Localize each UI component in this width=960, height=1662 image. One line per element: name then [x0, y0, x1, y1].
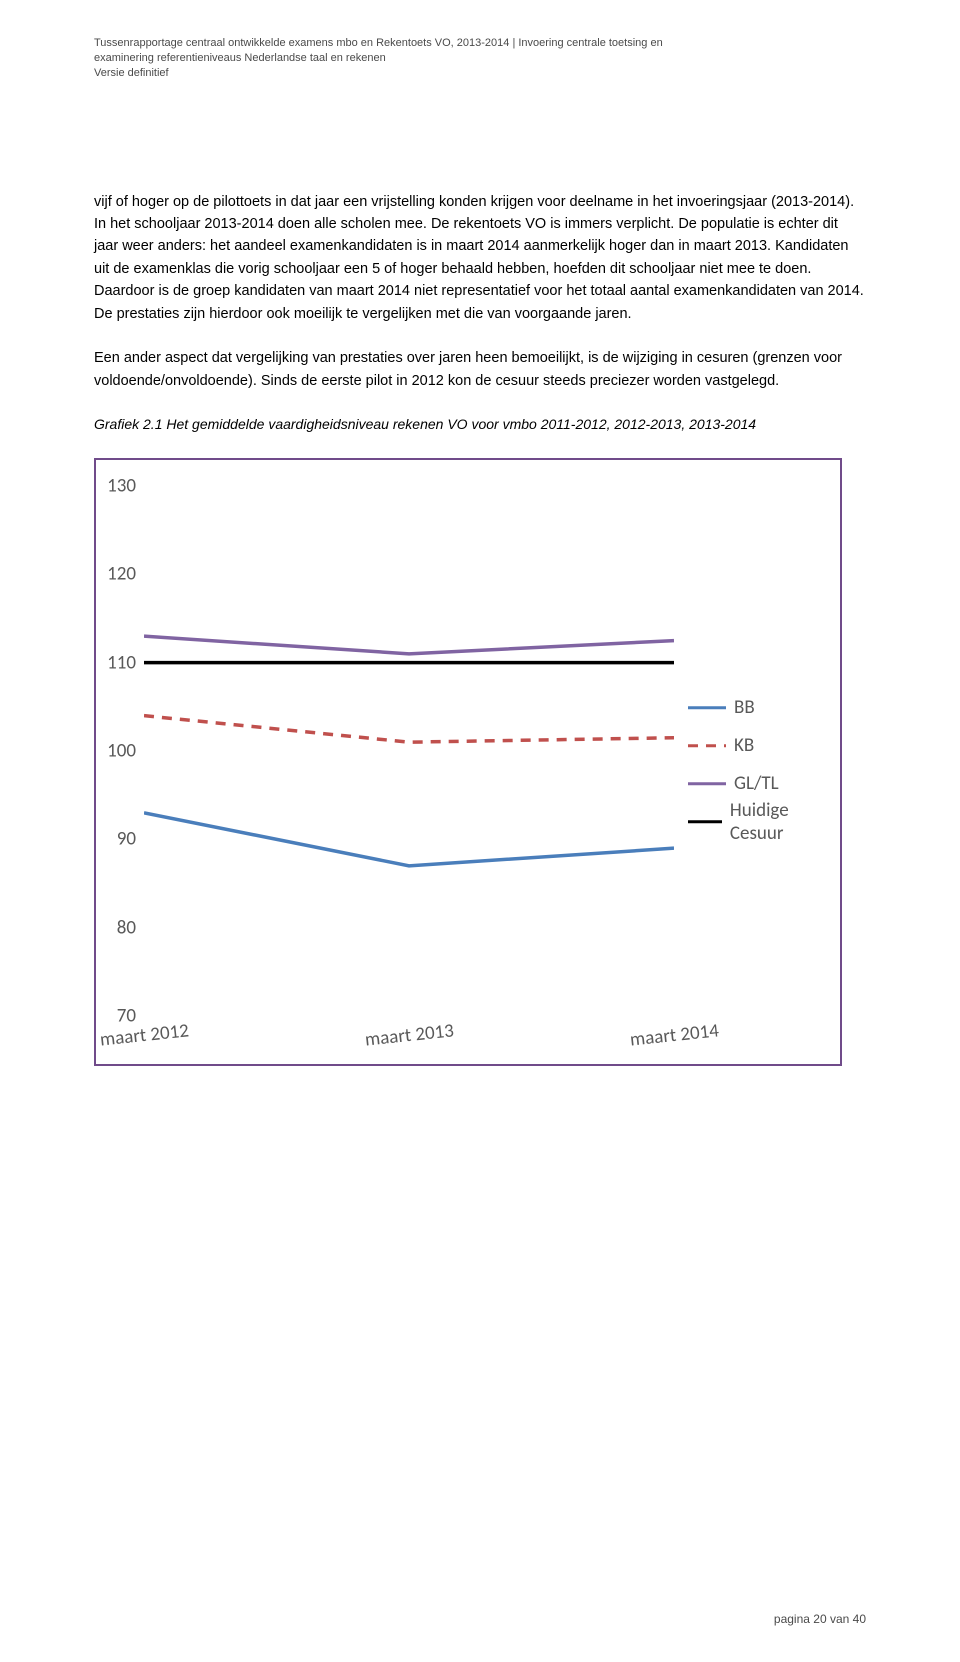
legend-item: Huidige Cesuur — [688, 812, 834, 832]
y-tick-label: 120 — [107, 563, 144, 586]
page: Tussenrapportage centraal ontwikkelde ex… — [0, 0, 960, 1662]
chart-caption: Grafiek 2.1 Het gemiddelde vaardigheidsn… — [94, 414, 866, 436]
legend-label: KB — [734, 734, 754, 757]
legend-swatch — [688, 736, 726, 756]
series-line — [144, 813, 674, 866]
x-tick-label: maart 2013 — [363, 1011, 455, 1051]
plot-area: 708090100110120130maart 2012maart 2013ma… — [144, 486, 674, 1016]
y-tick-label: 100 — [107, 739, 144, 762]
paragraph-2: Een ander aspect dat vergelijking van pr… — [94, 347, 866, 392]
legend-item: KB — [688, 736, 834, 756]
chart-svg — [144, 486, 674, 1016]
y-tick-label: 110 — [107, 651, 144, 674]
chart-legend: BB KB GL/TL Huidige Cesuur — [688, 698, 834, 850]
legend-swatch — [688, 698, 726, 718]
header-line-3: Versie definitief — [94, 66, 784, 81]
legend-item: GL/TL — [688, 774, 834, 794]
x-tick-label: maart 2014 — [628, 1011, 720, 1051]
chart-container: 708090100110120130maart 2012maart 2013ma… — [94, 458, 842, 1066]
legend-swatch — [688, 812, 722, 832]
series-line — [144, 636, 674, 654]
y-tick-label: 130 — [107, 474, 144, 497]
series-line — [144, 716, 674, 742]
chart-inner: 708090100110120130maart 2012maart 2013ma… — [102, 466, 834, 1058]
x-tick-label: maart 2012 — [98, 1011, 190, 1051]
legend-label: Huidige Cesuur — [730, 799, 834, 845]
header-line-2: examinering referentieniveaus Nederlands… — [94, 51, 784, 66]
legend-label: GL/TL — [734, 772, 779, 795]
paragraph-1: vijf of hoger op de pilottoets in dat ja… — [94, 191, 866, 326]
body-text: vijf of hoger op de pilottoets in dat ja… — [94, 191, 866, 436]
y-tick-label: 80 — [117, 916, 144, 939]
page-number: pagina 20 van 40 — [774, 1612, 866, 1626]
legend-label: BB — [734, 696, 755, 719]
running-header: Tussenrapportage centraal ontwikkelde ex… — [94, 36, 784, 81]
header-line-1: Tussenrapportage centraal ontwikkelde ex… — [94, 36, 784, 51]
y-tick-label: 90 — [117, 828, 144, 851]
legend-item: BB — [688, 698, 834, 718]
legend-swatch — [688, 774, 726, 794]
